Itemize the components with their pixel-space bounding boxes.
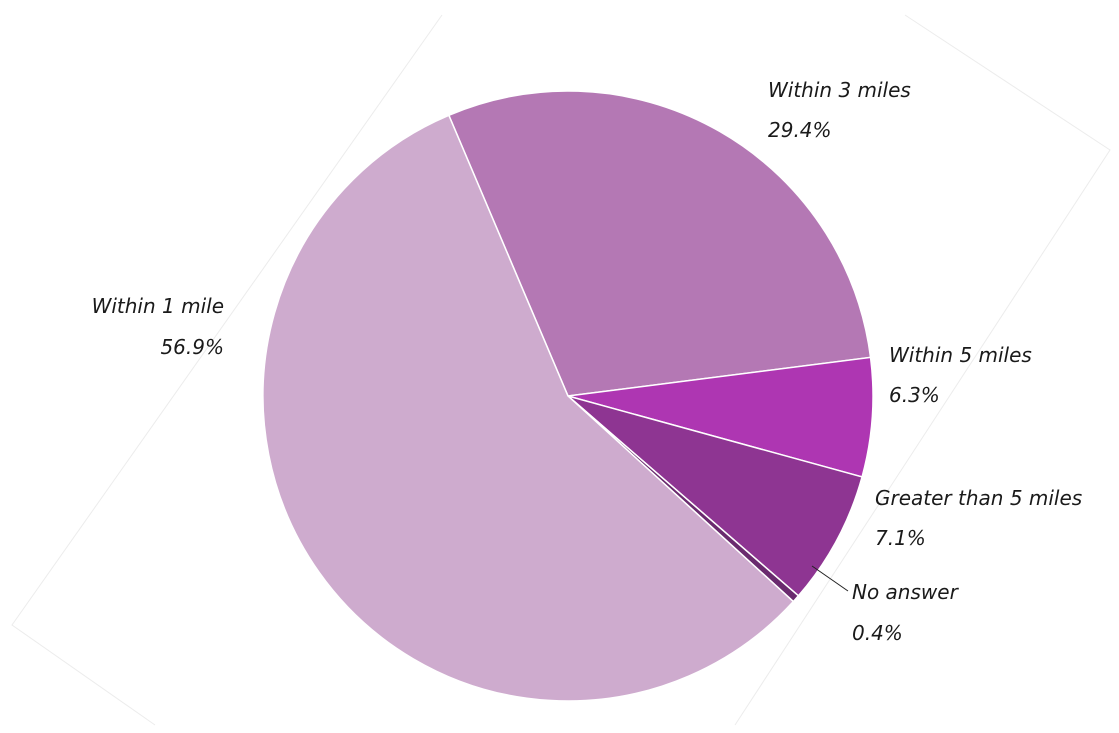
pie-slice-within-3-miles: [447, 90, 872, 397]
pie-slices: [262, 90, 874, 702]
leader-line-no-answer: [811, 565, 849, 592]
value-greater-than-5-miles: 7.1%: [875, 526, 926, 550]
pie-slice-greater-than-5-miles: [567, 395, 863, 597]
value-no-answer: 0.4%: [852, 621, 903, 645]
label-greater-than-5-miles: Greater than 5 miles: [875, 486, 1082, 510]
pie-slice-within-1-mile: [262, 114, 795, 702]
leader-lines: [811, 565, 849, 592]
label-within-3-miles: Within 3 miles: [768, 78, 911, 102]
background-decoration: [11, 14, 1111, 726]
pie-slice-within-5-miles: [567, 356, 874, 478]
value-within-5-miles: 6.3%: [889, 383, 940, 407]
label-within-1-mile: Within 1 mile: [92, 294, 224, 318]
value-within-1-mile: 56.9%: [160, 335, 224, 359]
slice-labels: Within 3 miles 29.4% Within 5 miles 6.3%…: [92, 78, 1083, 645]
label-within-5-miles: Within 5 miles: [889, 343, 1032, 367]
value-within-3-miles: 29.4%: [768, 118, 832, 142]
label-no-answer: No answer: [852, 580, 960, 604]
